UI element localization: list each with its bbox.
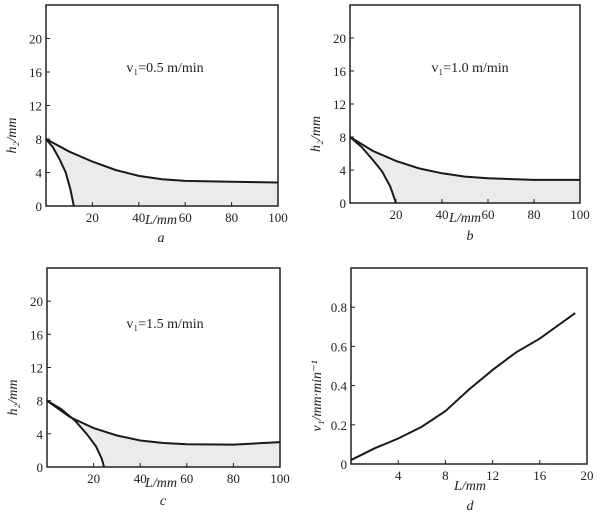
y-tick-label: 16 xyxy=(29,65,43,80)
y-tick-label: 4 xyxy=(36,166,43,181)
y-tick-label: 0.8 xyxy=(331,300,347,315)
y-tick-label: 16 xyxy=(333,64,347,79)
y-axis-label: h₂/mm xyxy=(309,116,324,152)
chart-panel-b: 20 40 60 80 100 0 4 8 12 16 20 L/mm h₂/mm v₁=1.0 m/mi… xyxy=(309,4,590,244)
x-tick-label: 100 xyxy=(268,210,288,225)
series-line-v1 xyxy=(350,312,576,461)
x-tick-label: 100 xyxy=(270,471,290,486)
y-tick-label: 20 xyxy=(333,31,346,46)
panel-label: a xyxy=(158,231,165,246)
x-tick-label: 40 xyxy=(436,207,449,222)
shaded-region xyxy=(47,400,280,467)
x-tick-label: 80 xyxy=(227,471,240,486)
x-tick-label: 20 xyxy=(390,207,403,222)
y-tick-label: 0 xyxy=(37,460,44,475)
x-tick-label: 20 xyxy=(87,471,100,486)
y-tick-label: 0 xyxy=(36,199,43,214)
series-line-lower xyxy=(349,136,397,204)
x-tick-label: 80 xyxy=(225,210,238,225)
series-line-upper xyxy=(45,138,279,184)
panel-label: c xyxy=(160,494,167,509)
panel-label: d xyxy=(467,499,475,514)
series-line-lower xyxy=(45,138,75,207)
annotation-speed: v₁=1.5 m/min xyxy=(126,317,203,332)
chart-panel-c: 20 40 60 80 100 0 4 8 12 16 20 L/mm h₂/mm v₁=1.5 m/mi… xyxy=(6,267,290,509)
series-line-upper xyxy=(349,136,580,181)
shaded-region xyxy=(46,139,278,206)
y-tick-label: 0 xyxy=(341,457,348,472)
y-tick-label: 12 xyxy=(29,99,42,114)
y-tick-label: 8 xyxy=(37,394,44,409)
series-line-lower xyxy=(46,399,106,468)
y-tick-label: 20 xyxy=(29,32,42,47)
x-tick-label: 20 xyxy=(581,468,594,483)
x-tick-label: 4 xyxy=(395,468,402,483)
x-tick-label: 40 xyxy=(134,471,147,486)
y-axis-label: v₁/mm·min⁻¹ xyxy=(310,360,325,431)
x-axis-label: L/mm xyxy=(448,211,481,226)
y-axis-label: h₂/mm xyxy=(5,118,20,154)
x-axis-label: L/mm xyxy=(453,479,486,494)
y-tick-label: 8 xyxy=(36,132,43,147)
plot-frame xyxy=(46,267,281,468)
x-tick-label: 60 xyxy=(180,471,193,486)
x-tick-label: 16 xyxy=(533,468,547,483)
x-axis-label: L/mm xyxy=(144,476,177,491)
y-tick-label: 8 xyxy=(340,130,347,145)
y-tick-label: 12 xyxy=(30,361,43,376)
x-tick-label: 20 xyxy=(86,210,99,225)
shaded-region xyxy=(350,137,580,203)
y-tick-label: 4 xyxy=(37,427,44,442)
x-tick-label: 60 xyxy=(179,210,192,225)
x-tick-label: 12 xyxy=(486,468,499,483)
y-tick-label: 0 xyxy=(340,196,347,211)
plot-frame xyxy=(350,267,588,465)
y-tick-label: 4 xyxy=(340,163,347,178)
y-tick-label: 0.4 xyxy=(331,379,348,394)
y-tick-label: 0.6 xyxy=(331,339,348,354)
series-line-upper xyxy=(46,399,281,446)
annotation-speed: v₁=0.5 m/min xyxy=(126,61,203,76)
y-axis-label: h₂/mm xyxy=(6,380,21,416)
annotation-speed: v₁=1.0 m/min xyxy=(431,61,508,76)
y-tick-label: 0.2 xyxy=(331,418,347,433)
x-tick-label: 60 xyxy=(482,207,495,222)
y-tick-label: 16 xyxy=(30,327,44,342)
y-tick-label: 12 xyxy=(333,97,346,112)
x-axis-label: L/mm xyxy=(144,213,177,228)
panel-label: b xyxy=(467,229,474,244)
x-tick-label: 40 xyxy=(132,210,145,225)
x-tick-label: 80 xyxy=(528,207,541,222)
x-tick-label: 8 xyxy=(442,468,449,483)
y-tick-label: 20 xyxy=(30,294,43,309)
chart-panel-d: 4 8 12 16 20 0 0.2 0.4 0.6 0.8 L/mm v₁/mm·min⁻¹ d xyxy=(310,267,594,514)
x-tick-label: 100 xyxy=(570,207,590,222)
chart-panel-a: 20 40 60 80 100 0 4 8 12 16 20 L/mm h₂/mm v₁=0.5 m/mi… xyxy=(5,4,288,246)
